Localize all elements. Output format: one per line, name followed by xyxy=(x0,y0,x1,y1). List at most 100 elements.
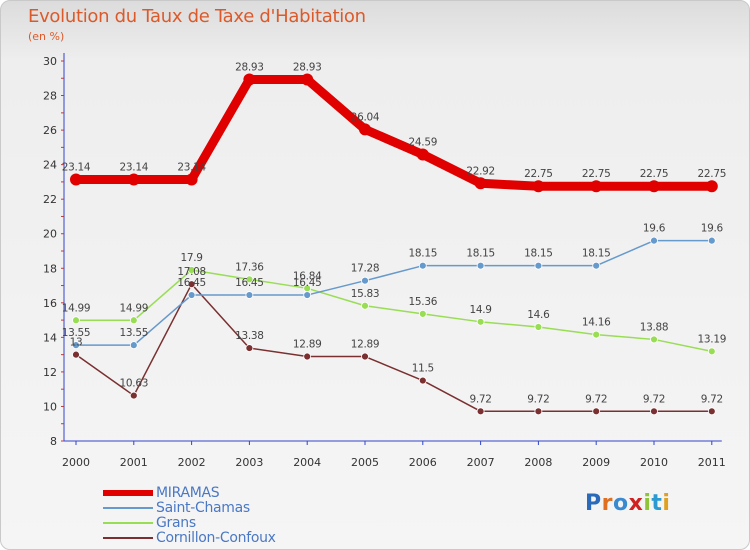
x-tick-label: 2009 xyxy=(582,456,610,469)
series-line-cornillon-confoux xyxy=(75,283,713,413)
data-label: 17.9 xyxy=(181,252,203,264)
y-tick-label: 12 xyxy=(43,366,57,379)
data-point xyxy=(650,236,658,245)
data-point xyxy=(590,180,603,193)
data-label: 19.6 xyxy=(643,223,666,235)
data-point xyxy=(418,376,427,385)
logo-letter: i xyxy=(662,491,671,516)
data-point xyxy=(185,173,198,186)
y-tick-label: 20 xyxy=(43,228,57,241)
data-label: 23.14 xyxy=(177,161,206,173)
data-label: 10.63 xyxy=(120,378,149,390)
chart-unit: (en %) xyxy=(28,30,65,43)
data-label: 18.15 xyxy=(582,248,611,260)
data-point xyxy=(707,347,716,356)
data-label: 9.72 xyxy=(470,393,492,405)
series-line-miramas xyxy=(71,74,717,191)
chart-title: Evolution du Taux de Taxe d'Habitation xyxy=(28,6,366,27)
data-point xyxy=(245,275,254,284)
data-point xyxy=(70,173,82,186)
data-label: 14.99 xyxy=(120,302,149,314)
y-tick-label: 24 xyxy=(43,159,57,172)
logo-letter: o xyxy=(612,491,629,516)
legend-swatch xyxy=(103,490,153,496)
data-label: 9.72 xyxy=(585,393,607,405)
data-label: 11.5 xyxy=(412,363,434,375)
data-label: 15.36 xyxy=(409,296,438,308)
data-label: 22.75 xyxy=(640,168,669,180)
data-point xyxy=(361,301,369,310)
data-point xyxy=(707,407,716,416)
y-tick-label: 28 xyxy=(43,90,57,103)
data-label: 22.75 xyxy=(698,168,727,180)
data-point xyxy=(243,73,256,86)
data-point xyxy=(129,391,138,400)
data-point xyxy=(534,261,543,270)
data-point xyxy=(650,335,658,344)
data-point xyxy=(359,123,371,136)
data-point xyxy=(532,180,545,193)
data-label: 9.72 xyxy=(527,393,549,405)
legend-label: MIRAMAS xyxy=(156,485,220,501)
data-label: 22.75 xyxy=(524,168,553,180)
data-label: 28.93 xyxy=(293,61,322,73)
data-label: 13.55 xyxy=(62,327,91,339)
x-tick-label: 2010 xyxy=(640,456,668,469)
data-label: 16.45 xyxy=(293,277,322,289)
data-label: 13.55 xyxy=(120,327,149,339)
legend-swatch xyxy=(103,522,153,524)
data-point xyxy=(72,341,80,350)
data-point xyxy=(361,276,369,285)
data-point xyxy=(705,180,718,193)
data-point xyxy=(127,173,140,186)
data-point xyxy=(187,291,196,299)
data-label: 23.14 xyxy=(120,161,149,173)
data-point xyxy=(72,350,80,359)
data-point xyxy=(648,180,660,193)
data-label: 13.88 xyxy=(640,321,669,333)
data-label: 22.75 xyxy=(582,168,611,180)
data-point xyxy=(707,236,716,245)
data-label: 14.9 xyxy=(470,304,492,316)
data-point xyxy=(534,323,543,331)
logo-letter: i xyxy=(643,491,652,516)
y-tick-label: 16 xyxy=(43,297,57,310)
logo-letter: P xyxy=(585,491,602,516)
data-point xyxy=(534,407,543,416)
data-point xyxy=(303,291,312,299)
data-label: 13 xyxy=(70,337,83,349)
x-tick-label: 2006 xyxy=(409,456,437,469)
x-tick-label: 2007 xyxy=(467,456,495,469)
x-tick-label: 2008 xyxy=(524,456,552,469)
legend-label: Cornillon-Confoux xyxy=(156,530,276,546)
y-tick-label: 22 xyxy=(43,193,57,206)
data-point xyxy=(129,316,138,325)
data-point xyxy=(416,148,429,161)
x-tick-label: 2001 xyxy=(120,456,148,469)
data-point xyxy=(245,291,254,299)
y-tick-label: 10 xyxy=(43,400,57,413)
data-label: 9.72 xyxy=(701,393,723,405)
data-label: 17.28 xyxy=(351,263,380,275)
legend-label: Grans xyxy=(156,515,196,531)
data-point xyxy=(418,309,427,318)
legend-label: Saint-Chamas xyxy=(156,500,250,516)
data-point xyxy=(476,407,485,416)
y-tick-label: 14 xyxy=(43,331,57,344)
data-label: 23.14 xyxy=(62,161,91,173)
data-point xyxy=(418,261,427,270)
data-label: 22.92 xyxy=(466,165,495,177)
data-label: 26.04 xyxy=(351,111,380,123)
data-label: 13.38 xyxy=(235,330,264,342)
legend-swatch xyxy=(103,537,153,539)
data-label: 17.08 xyxy=(177,266,206,278)
data-label: 17.36 xyxy=(235,261,264,273)
x-tick-label: 2003 xyxy=(235,456,263,469)
data-point xyxy=(187,266,196,274)
data-point xyxy=(301,73,314,86)
data-label: 14.6 xyxy=(527,309,550,321)
data-label: 18.15 xyxy=(524,248,553,260)
data-point xyxy=(592,330,601,339)
series-line-saint-chamas xyxy=(75,239,713,346)
